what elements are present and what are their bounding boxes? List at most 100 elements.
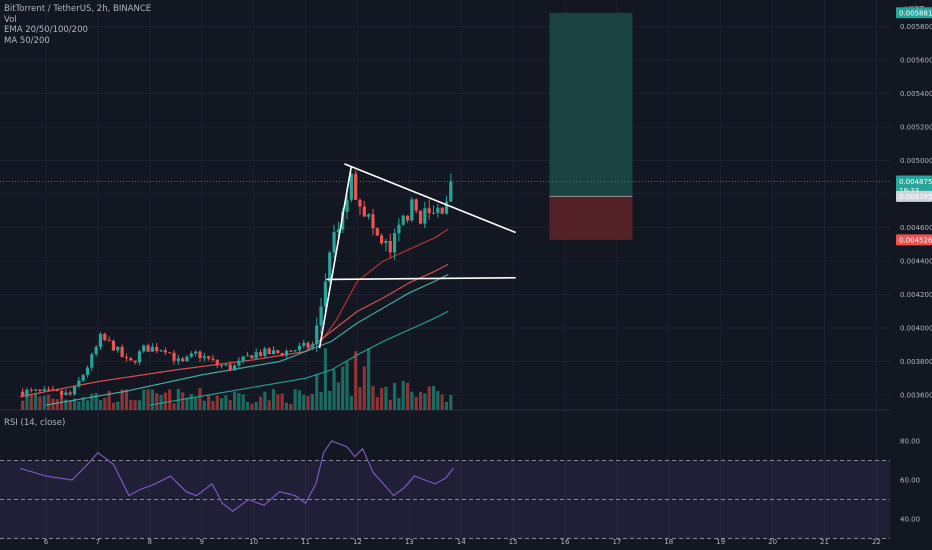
candle-up[interactable]: [367, 214, 371, 217]
candle-down[interactable]: [198, 351, 202, 358]
candle-down[interactable]: [276, 350, 280, 354]
candle-down[interactable]: [414, 199, 418, 211]
triangle-upper-line[interactable]: [344, 163, 516, 234]
candle-down[interactable]: [68, 392, 72, 395]
candle-down[interactable]: [29, 389, 33, 391]
candle-up[interactable]: [410, 199, 414, 221]
trendline-drawings[interactable]: [318, 163, 516, 349]
candle-down[interactable]: [55, 389, 59, 391]
candle-up[interactable]: [423, 208, 427, 224]
candle-down[interactable]: [358, 199, 362, 207]
candle-up[interactable]: [323, 281, 327, 307]
ema-legend[interactable]: EMA 20/50/100/200: [4, 25, 88, 35]
candle-down[interactable]: [440, 207, 444, 214]
candle-up[interactable]: [85, 367, 90, 376]
target-zone[interactable]: [549, 12, 633, 197]
candle-up[interactable]: [194, 351, 198, 354]
candle-up[interactable]: [397, 224, 401, 234]
candle-down[interactable]: [215, 359, 219, 366]
candle-up[interactable]: [137, 351, 142, 363]
candle-up[interactable]: [232, 365, 237, 371]
candle-down[interactable]: [211, 358, 215, 360]
candle-down[interactable]: [21, 391, 25, 397]
time-axis[interactable]: 6 7 8 9 10 11 12 13 14 15 16 17 18 19 20 21 22: [44, 538, 881, 546]
candle-down[interactable]: [228, 364, 232, 371]
candle-down[interactable]: [46, 389, 51, 391]
candle-up[interactable]: [185, 356, 189, 362]
candle-up[interactable]: [224, 364, 228, 366]
candle-up[interactable]: [98, 333, 103, 348]
candle-up[interactable]: [77, 380, 81, 387]
candle-up[interactable]: [349, 173, 353, 200]
candle-down[interactable]: [111, 340, 116, 351]
candle-up[interactable]: [336, 229, 340, 233]
candle-up[interactable]: [332, 232, 336, 253]
candle-down[interactable]: [267, 348, 271, 355]
triangle-lower-line[interactable]: [326, 276, 516, 281]
candle-up[interactable]: [341, 211, 345, 230]
candle-down[interactable]: [163, 350, 167, 353]
candle-up[interactable]: [72, 386, 77, 395]
ma-legend[interactable]: MA 50/200: [4, 35, 50, 46]
candle-up[interactable]: [245, 355, 250, 357]
candle-up[interactable]: [241, 356, 245, 361]
candle-down[interactable]: [107, 340, 111, 342]
candle-up[interactable]: [431, 212, 436, 214]
symbol-title[interactable]: BitTorrent / TetherUS, 2h, BINANCE: [4, 4, 152, 14]
candle-down[interactable]: [375, 228, 379, 236]
candle-up[interactable]: [297, 345, 302, 351]
candlesticks[interactable]: [21, 170, 453, 399]
candle-down[interactable]: [306, 342, 310, 348]
rsi-panel[interactable]: [0, 460, 890, 539]
volume-legend[interactable]: Vol: [4, 14, 17, 25]
candle-up[interactable]: [176, 358, 180, 361]
candle-down[interactable]: [371, 214, 375, 229]
candle-down[interactable]: [168, 352, 172, 354]
candle-up[interactable]: [81, 375, 85, 381]
candle-up[interactable]: [271, 350, 276, 355]
candle-down[interactable]: [207, 356, 211, 359]
candle-up[interactable]: [94, 347, 98, 355]
candle-up[interactable]: [64, 392, 68, 395]
candle-down[interactable]: [146, 345, 150, 352]
candle-up[interactable]: [150, 346, 154, 352]
candle-down[interactable]: [427, 208, 431, 213]
candle-down[interactable]: [280, 353, 284, 356]
candle-up[interactable]: [34, 389, 38, 391]
candle-down[interactable]: [289, 350, 293, 352]
candle-up[interactable]: [159, 350, 163, 352]
candle-down[interactable]: [133, 360, 137, 363]
candle-up[interactable]: [319, 306, 323, 326]
candle-down[interactable]: [155, 346, 159, 352]
long-position-tool[interactable]: [0, 12, 890, 240]
candle-up[interactable]: [116, 346, 120, 351]
candle-down[interactable]: [380, 235, 384, 244]
candle-up[interactable]: [392, 233, 397, 253]
candle-up[interactable]: [449, 181, 453, 202]
candle-down[interactable]: [38, 389, 42, 391]
candle-down[interactable]: [120, 346, 124, 358]
candle-down[interactable]: [258, 352, 263, 356]
candle-down[interactable]: [418, 210, 423, 224]
candle-up[interactable]: [315, 325, 319, 345]
candle-down[interactable]: [172, 352, 176, 361]
candle-up[interactable]: [189, 353, 193, 357]
candle-down[interactable]: [103, 333, 107, 341]
candle-up[interactable]: [302, 342, 306, 346]
candle-down[interactable]: [250, 355, 254, 359]
candle-up[interactable]: [310, 344, 315, 348]
candle-down[interactable]: [354, 173, 358, 200]
candle-down[interactable]: [362, 206, 366, 217]
candle-up[interactable]: [436, 207, 440, 213]
candle-up[interactable]: [263, 348, 267, 356]
candle-up[interactable]: [401, 215, 405, 225]
candle-up[interactable]: [293, 350, 297, 352]
candle-up[interactable]: [42, 389, 46, 391]
candle-up[interactable]: [142, 345, 146, 352]
candle-down[interactable]: [181, 358, 185, 362]
candle-down[interactable]: [59, 390, 64, 395]
candle-down[interactable]: [51, 389, 55, 391]
